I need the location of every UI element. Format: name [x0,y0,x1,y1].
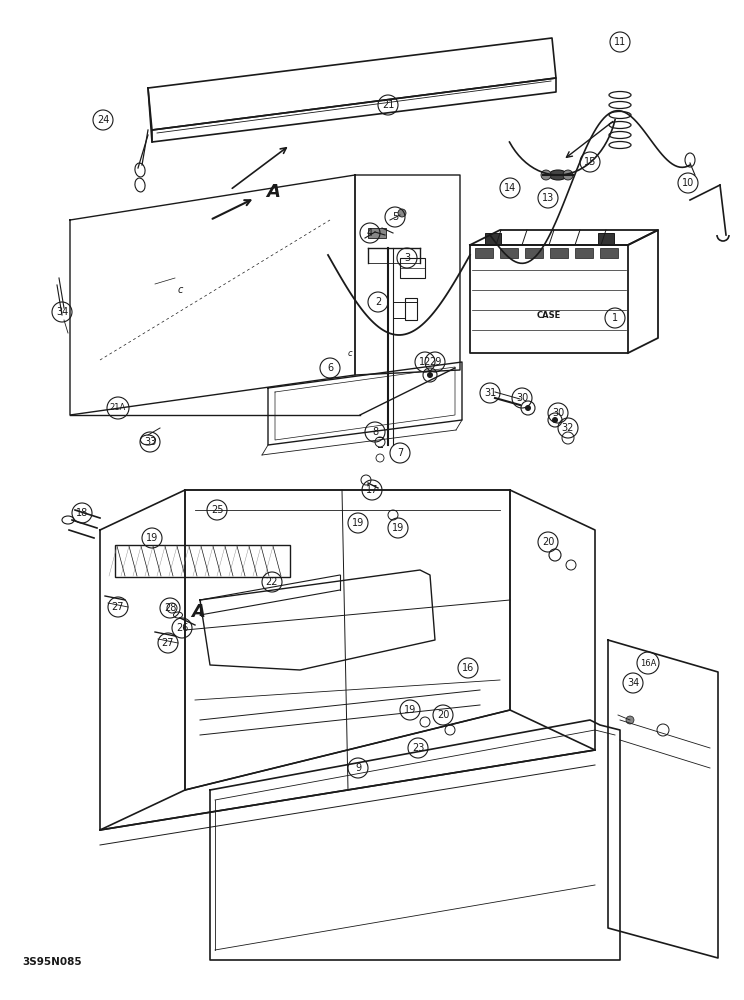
Text: 24: 24 [97,115,109,125]
Circle shape [552,417,558,423]
Text: 17: 17 [366,485,378,495]
Text: 30: 30 [552,408,564,418]
Ellipse shape [549,170,567,180]
Bar [485,233,501,245]
Circle shape [398,209,406,217]
Bar [475,248,493,258]
Text: 34: 34 [627,678,639,688]
Text: 16: 16 [462,663,474,673]
Bar [405,298,417,320]
Circle shape [427,372,433,378]
Text: 19: 19 [146,533,158,543]
Text: 20: 20 [437,710,449,720]
Text: A: A [191,603,205,621]
Circle shape [525,405,531,411]
Bar [115,545,290,577]
Bar [575,248,593,258]
Text: 13: 13 [542,193,554,203]
Text: 18: 18 [76,508,88,518]
Bar [550,248,568,258]
Text: c: c [347,349,353,358]
Text: 10: 10 [682,178,694,188]
Text: c: c [177,285,183,295]
Text: 20: 20 [542,537,554,547]
Text: 1: 1 [612,313,618,323]
Text: 6: 6 [327,363,333,373]
Text: 15: 15 [584,157,596,167]
Text: 7: 7 [397,448,403,458]
Text: 3S95N085: 3S95N085 [22,957,82,967]
Bar [525,248,543,258]
Text: 33: 33 [144,437,156,447]
Text: 5: 5 [392,212,398,222]
Text: A: A [266,183,280,201]
Text: 14: 14 [504,183,516,193]
Text: 32: 32 [562,423,574,433]
Text: 34: 34 [56,307,68,317]
Text: 31: 31 [484,388,496,398]
Bar [500,248,518,258]
Text: 26: 26 [176,623,188,633]
Text: CASE: CASE [537,310,561,320]
Text: 23: 23 [412,743,424,753]
Text: 2: 2 [375,297,381,307]
Text: 27: 27 [161,638,174,648]
Bar [368,228,386,238]
Text: 9: 9 [355,763,361,773]
Bar [400,258,425,278]
Text: 30: 30 [516,393,528,403]
Bar [598,233,614,245]
Text: 12: 12 [419,357,432,367]
Text: 22: 22 [266,577,278,587]
Text: 29: 29 [429,357,441,367]
Text: 27: 27 [112,602,124,612]
Text: 11: 11 [614,37,626,47]
Text: 8: 8 [372,427,378,437]
Text: 19: 19 [352,518,364,528]
Circle shape [626,716,634,724]
Text: 21: 21 [382,100,394,110]
Text: 16A: 16A [640,658,656,668]
Circle shape [541,170,551,180]
Text: 3: 3 [404,253,410,263]
Bar [600,248,618,258]
Text: 4: 4 [367,228,373,238]
Text: 25: 25 [211,505,223,515]
Circle shape [563,170,573,180]
Text: 28: 28 [164,603,176,613]
Text: 19: 19 [404,705,416,715]
Text: 21A: 21A [110,403,126,412]
Text: 19: 19 [392,523,404,533]
